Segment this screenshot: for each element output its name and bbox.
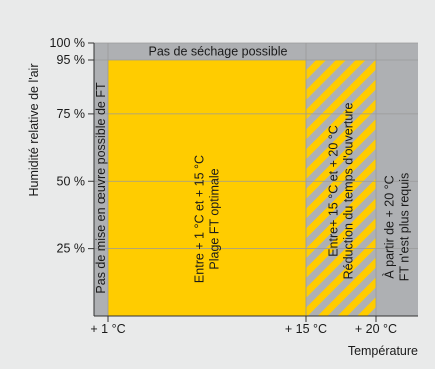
region-label-col-right-line-1: FT n'est plus requis: [398, 173, 412, 281]
x-tick-label-15: + 15 °C: [285, 322, 327, 336]
region-col-right: [376, 60, 418, 316]
x-tick-label-20: + 20 °C: [355, 322, 397, 336]
y-axis-title: Humidité relative de l'air: [27, 64, 41, 197]
region-label-col-optimal-line-0: Entre + 1 °C et + 15 °C: [193, 155, 207, 283]
region-label-col-optimal-line-1: Plage FT optimale: [208, 168, 222, 269]
region-label-band-top: Pas de séchage possible: [149, 45, 288, 59]
y-tick-label-25: 25 %: [57, 242, 86, 256]
region-col-reduced: [306, 60, 376, 316]
x-axis-title: Température: [348, 344, 418, 358]
region-label-col-left-line-0: Pas de mise en œuvre possible de FT: [94, 82, 108, 294]
y-tick-label-50: 50 %: [57, 174, 86, 188]
x-tick-label-1: + 1 °C: [90, 322, 125, 336]
y-tick-label-100: 100 %: [50, 36, 85, 50]
region-label-col-right-line-0: À partir de + 20 °C: [382, 175, 397, 278]
region-label-col-reduced-line-0: Entre+ 15 °C et + 20 °C: [327, 125, 341, 257]
y-tick-label-75: 75 %: [57, 107, 86, 121]
region-col-optimal: [108, 60, 306, 316]
region-col-left: [94, 60, 108, 316]
region-band-top: [94, 43, 418, 60]
y-tick-label-95: 95 %: [57, 53, 86, 67]
region-label-col-reduced-line-1: Réduction du temps d'ouverture: [342, 103, 356, 280]
